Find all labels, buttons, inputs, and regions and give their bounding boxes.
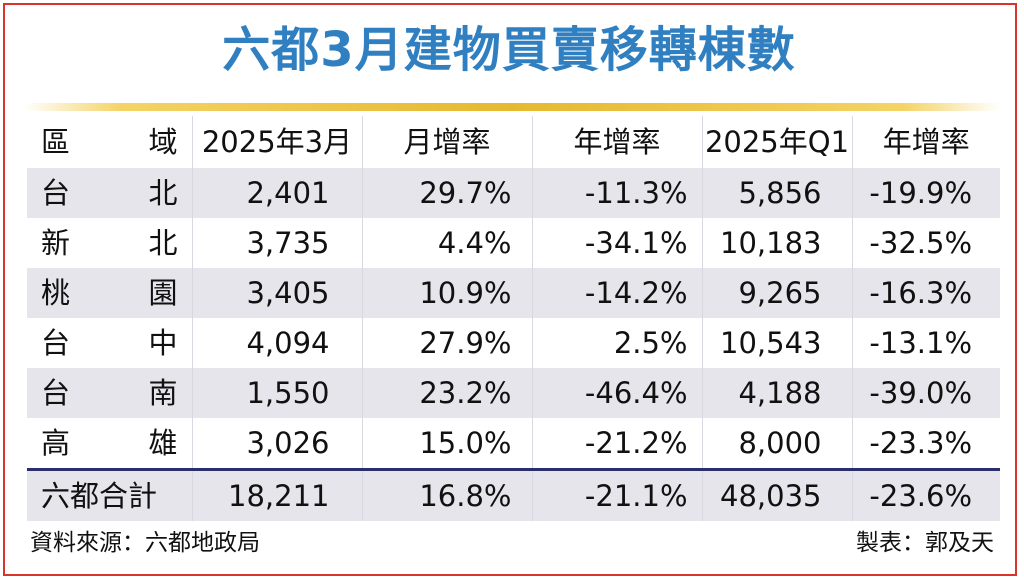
header-region: 區 域 bbox=[27, 116, 193, 168]
yoy-value: -34.1% bbox=[532, 218, 703, 268]
table-row: 桃園 3,405 10.9% -14.2% 9,265 -16.3% bbox=[27, 268, 1000, 318]
region-char-2: 園 bbox=[148, 276, 178, 310]
q1-value: 4,188 bbox=[702, 368, 853, 418]
yoy-value: 2.5% bbox=[532, 318, 703, 368]
region-char-2: 北 bbox=[148, 226, 178, 260]
region-char-1: 台 bbox=[41, 376, 71, 410]
total-label: 六都合計 bbox=[27, 468, 193, 521]
region-char-1: 桃 bbox=[41, 276, 71, 310]
header-yoy-rate: 年增率 bbox=[532, 116, 703, 168]
total-mom-value: 16.8% bbox=[362, 468, 533, 521]
mom-value: 23.2% bbox=[362, 368, 533, 418]
table-row: 台北 2,401 29.7% -11.3% 5,856 -19.9% bbox=[27, 168, 1000, 218]
march-value: 2,401 bbox=[192, 168, 363, 218]
q1-value: 5,856 bbox=[702, 168, 853, 218]
header-region-char-2: 域 bbox=[148, 125, 178, 159]
region-char-2: 南 bbox=[148, 376, 178, 410]
q1-yoy-value: -32.5% bbox=[852, 218, 1000, 268]
region-char-2: 中 bbox=[148, 326, 178, 360]
q1-value: 10,543 bbox=[702, 318, 853, 368]
mom-value: 10.9% bbox=[362, 268, 533, 318]
yoy-value: -11.3% bbox=[532, 168, 703, 218]
table-body: 台北 2,401 29.7% -11.3% 5,856 -19.9% 新北 3,735 4.4%… bbox=[27, 168, 1000, 470]
mom-value: 29.7% bbox=[362, 168, 533, 218]
q1-yoy-value: -13.1% bbox=[852, 318, 1000, 368]
table-total-row: 六都合計 18,211 16.8% -21.1% 48,035 -23.6% bbox=[27, 468, 1000, 521]
yoy-value: -46.4% bbox=[532, 368, 703, 418]
header-q1-2025: 2025年Q1 bbox=[702, 116, 853, 168]
q1-yoy-value: -19.9% bbox=[852, 168, 1000, 218]
region-cell: 台南 bbox=[27, 368, 193, 418]
region-cell: 新北 bbox=[27, 218, 193, 268]
region-char-2: 雄 bbox=[148, 426, 178, 460]
march-value: 1,550 bbox=[192, 368, 363, 418]
q1-yoy-value: -16.3% bbox=[852, 268, 1000, 318]
q1-yoy-value: -23.3% bbox=[852, 418, 1000, 470]
march-value: 3,405 bbox=[192, 268, 363, 318]
header-march-2025: 2025年3月 bbox=[192, 116, 363, 168]
region-char-1: 新 bbox=[41, 226, 71, 260]
credit-note: 製表：郭及天 bbox=[856, 530, 994, 556]
total-q1-value: 48,035 bbox=[702, 468, 853, 521]
mom-value: 4.4% bbox=[362, 218, 533, 268]
data-table-container: 區 域 2025年3月 月增率 年增率 2025年Q1 年增率 台北 2,401 2… bbox=[27, 116, 1000, 521]
mom-value: 15.0% bbox=[362, 418, 533, 470]
total-q1-yoy-value: -23.6% bbox=[852, 468, 1000, 521]
table-row: 新北 3,735 4.4% -34.1% 10,183 -32.5% bbox=[27, 218, 1000, 268]
header-mom-rate: 月增率 bbox=[362, 116, 533, 168]
q1-yoy-value: -39.0% bbox=[852, 368, 1000, 418]
region-cell: 台中 bbox=[27, 318, 193, 368]
region-cell: 桃園 bbox=[27, 268, 193, 318]
header-q1-yoy-rate: 年增率 bbox=[852, 116, 1000, 168]
region-char-1: 台 bbox=[41, 176, 71, 210]
table-row: 台南 1,550 23.2% -46.4% 4,188 -39.0% bbox=[27, 368, 1000, 418]
q1-value: 9,265 bbox=[702, 268, 853, 318]
header-region-char-1: 區 bbox=[41, 125, 71, 159]
table-row: 台中 4,094 27.9% 2.5% 10,543 -13.1% bbox=[27, 318, 1000, 368]
source-note: 資料來源：六都地政局 bbox=[30, 530, 260, 556]
q1-value: 8,000 bbox=[702, 418, 853, 470]
total-march-value: 18,211 bbox=[192, 468, 363, 521]
title-underline-decoration bbox=[24, 103, 1000, 111]
data-table: 區 域 2025年3月 月增率 年增率 2025年Q1 年增率 台北 2,401 2… bbox=[27, 116, 1000, 521]
mom-value: 27.9% bbox=[362, 318, 533, 368]
march-value: 3,735 bbox=[192, 218, 363, 268]
q1-value: 10,183 bbox=[702, 218, 853, 268]
region-cell: 台北 bbox=[27, 168, 193, 218]
region-cell: 高雄 bbox=[27, 418, 193, 470]
region-char-1: 高 bbox=[41, 426, 71, 460]
total-label-text: 六都合計 bbox=[41, 479, 158, 513]
total-yoy-value: -21.1% bbox=[532, 468, 703, 521]
yoy-value: -21.2% bbox=[532, 418, 703, 470]
chart-title: 六都3月建物買賣移轉棟數 bbox=[222, 22, 796, 78]
table-row: 高雄 3,026 15.0% -21.2% 8,000 -23.3% bbox=[27, 418, 1000, 470]
region-char-1: 台 bbox=[41, 326, 71, 360]
region-char-2: 北 bbox=[148, 176, 178, 210]
yoy-value: -14.2% bbox=[532, 268, 703, 318]
table-header-row: 區 域 2025年3月 月增率 年增率 2025年Q1 年增率 bbox=[27, 116, 1000, 168]
march-value: 4,094 bbox=[192, 318, 363, 368]
march-value: 3,026 bbox=[192, 418, 363, 470]
